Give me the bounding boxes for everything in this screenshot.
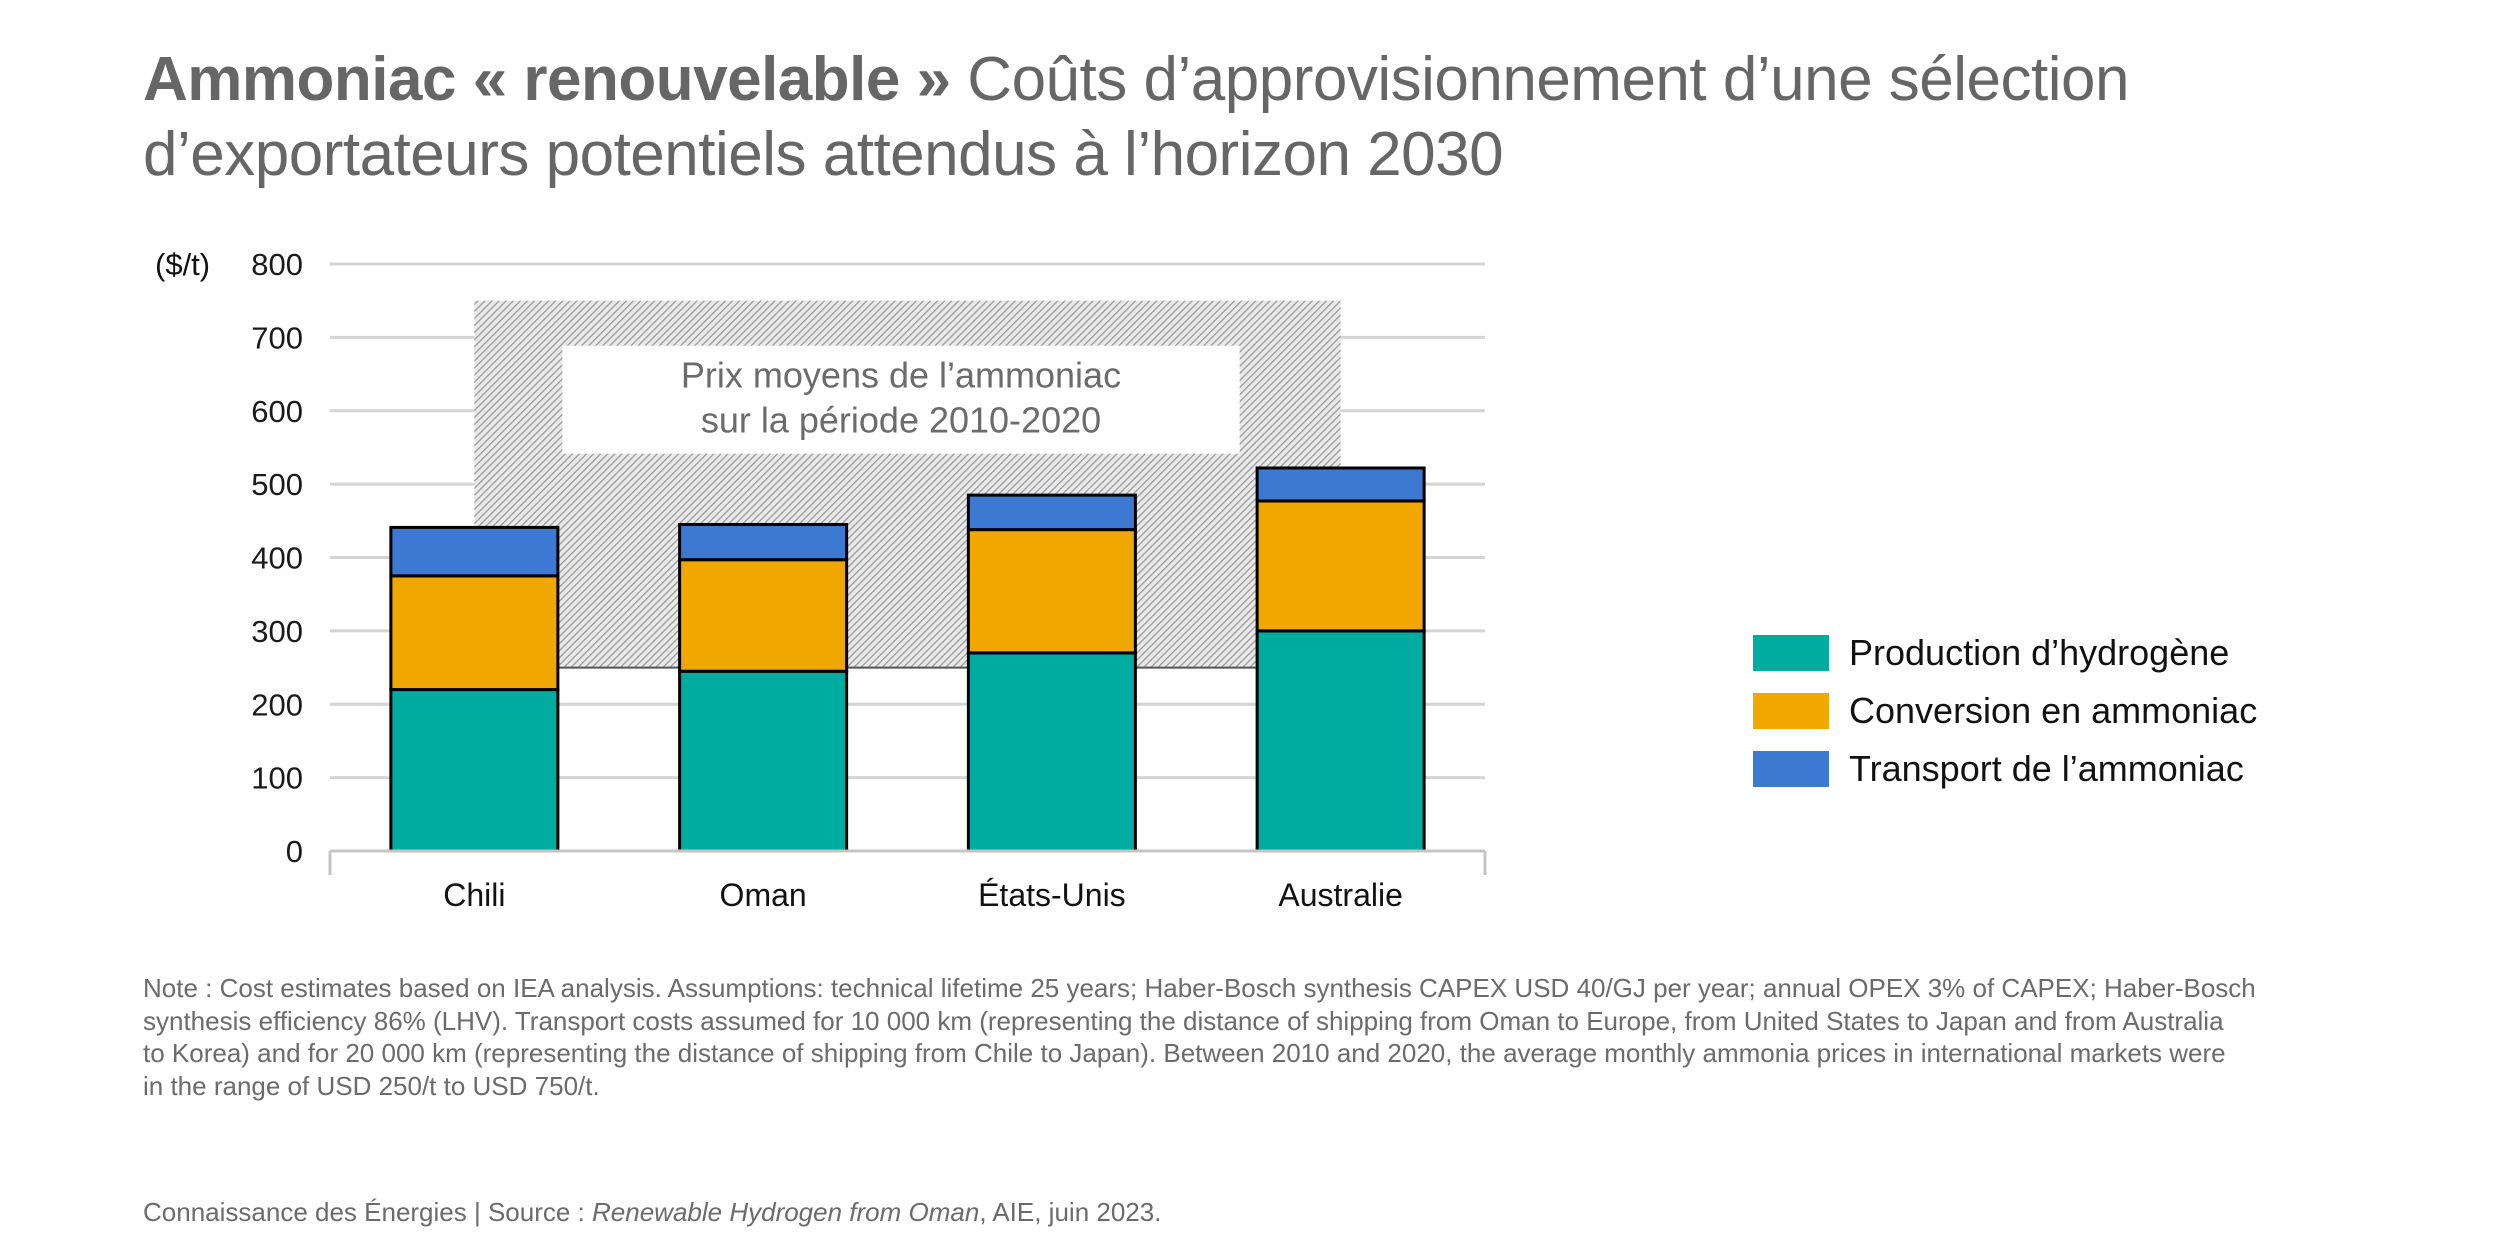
x-axis (328, 849, 1487, 875)
source-suffix: , AIE, juin 2023. (979, 1197, 1162, 1227)
legend-swatch-transport (1753, 751, 1829, 787)
legend: Production d’hydrogène Conversion en amm… (1753, 624, 2257, 798)
legend-item-transport: Transport de l’ammoniac (1753, 740, 2257, 798)
note-line: Note : Cost estimates based on IEA analy… (143, 973, 2256, 1003)
legend-label-conversion: Conversion en ammoniac (1849, 690, 2258, 731)
legend-swatch-conversion (1753, 693, 1829, 729)
legend-label-transport: Transport de l’ammoniac (1849, 748, 2244, 789)
y-tick-label: 400 (251, 541, 303, 576)
bar-segment-transport (389, 525, 560, 578)
note-line: in the range of USD 250/t to USD 750/t. (143, 1070, 600, 1101)
legend-item-production: Production d’hydrogène (1753, 624, 2257, 682)
y-tick-label: 300 (251, 614, 303, 649)
price-band-label-line2: sur la période 2010-2020 (701, 400, 1101, 441)
bar-segment-production (678, 669, 849, 853)
bar-stack-2 (678, 522, 849, 853)
bar-stack-4 (1255, 466, 1426, 853)
bar-stack-3 (966, 493, 1137, 853)
bar-segment-production (966, 651, 1137, 853)
note-line: to Korea) and for 20 000 km (representin… (143, 1038, 2226, 1068)
title-line2: d’exportateurs potentiels attendus à l’h… (143, 120, 1504, 189)
y-tick-label: 0 (286, 834, 303, 869)
chart-title: Ammoniac « renouvelable » Coûts d’approv… (143, 42, 2393, 192)
y-tick-label: 100 (251, 761, 303, 796)
bar-segment-production (1255, 629, 1426, 853)
x-tick-label: Australie (1278, 877, 1403, 913)
y-axis-ticks: 0 100 200 300 400 500 600 700 800 (251, 247, 303, 869)
y-tick-label: 600 (251, 394, 303, 429)
bar-segment-production (389, 688, 560, 853)
legend-item-conversion: Conversion en ammoniac (1753, 682, 2257, 740)
x-axis-labels: Chili Oman États-Unis Australie (443, 877, 1403, 913)
source-line: Connaissance des Énergies | Source : Ren… (143, 1197, 1161, 1228)
source-title: Renewable Hydrogen from Oman (592, 1197, 980, 1227)
bars (389, 466, 1426, 853)
legend-swatch-production (1753, 635, 1829, 671)
title-line1: Coûts d’approvisionnement d’une sélectio… (950, 45, 2129, 114)
price-band-label-line1: Prix moyens de l’ammoniac (681, 355, 1121, 396)
chart-note: Note : Cost estimates based on IEA analy… (143, 972, 2343, 1102)
price-band-label-box (562, 345, 1240, 454)
bar-segment-transport (678, 522, 849, 562)
y-tick-label: 800 (251, 247, 303, 282)
bar-segment-conversion (389, 574, 560, 692)
bar-segment-conversion (678, 558, 849, 673)
x-tick-label: États-Unis (978, 877, 1126, 913)
source-prefix: Connaissance des Énergies | Source : (143, 1197, 593, 1227)
y-tick-label: 500 (251, 467, 303, 502)
title-bold: Ammoniac « renouvelable » (143, 45, 951, 114)
bar-stack-1 (389, 525, 560, 853)
bar-segment-transport (966, 493, 1137, 532)
x-tick-label: Chili (443, 877, 505, 913)
x-tick-label: Oman (720, 877, 807, 913)
legend-label-production: Production d’hydrogène (1849, 632, 2230, 673)
bar-segment-conversion (1255, 499, 1426, 633)
bar-segment-conversion (966, 528, 1137, 655)
y-axis-unit: ($/t) (155, 247, 210, 282)
y-tick-label: 700 (251, 320, 303, 355)
y-tick-label: 200 (251, 687, 303, 722)
bar-segment-transport (1255, 466, 1426, 503)
note-line: synthesis efficiency 86% (LHV). Transpor… (143, 1005, 2224, 1036)
